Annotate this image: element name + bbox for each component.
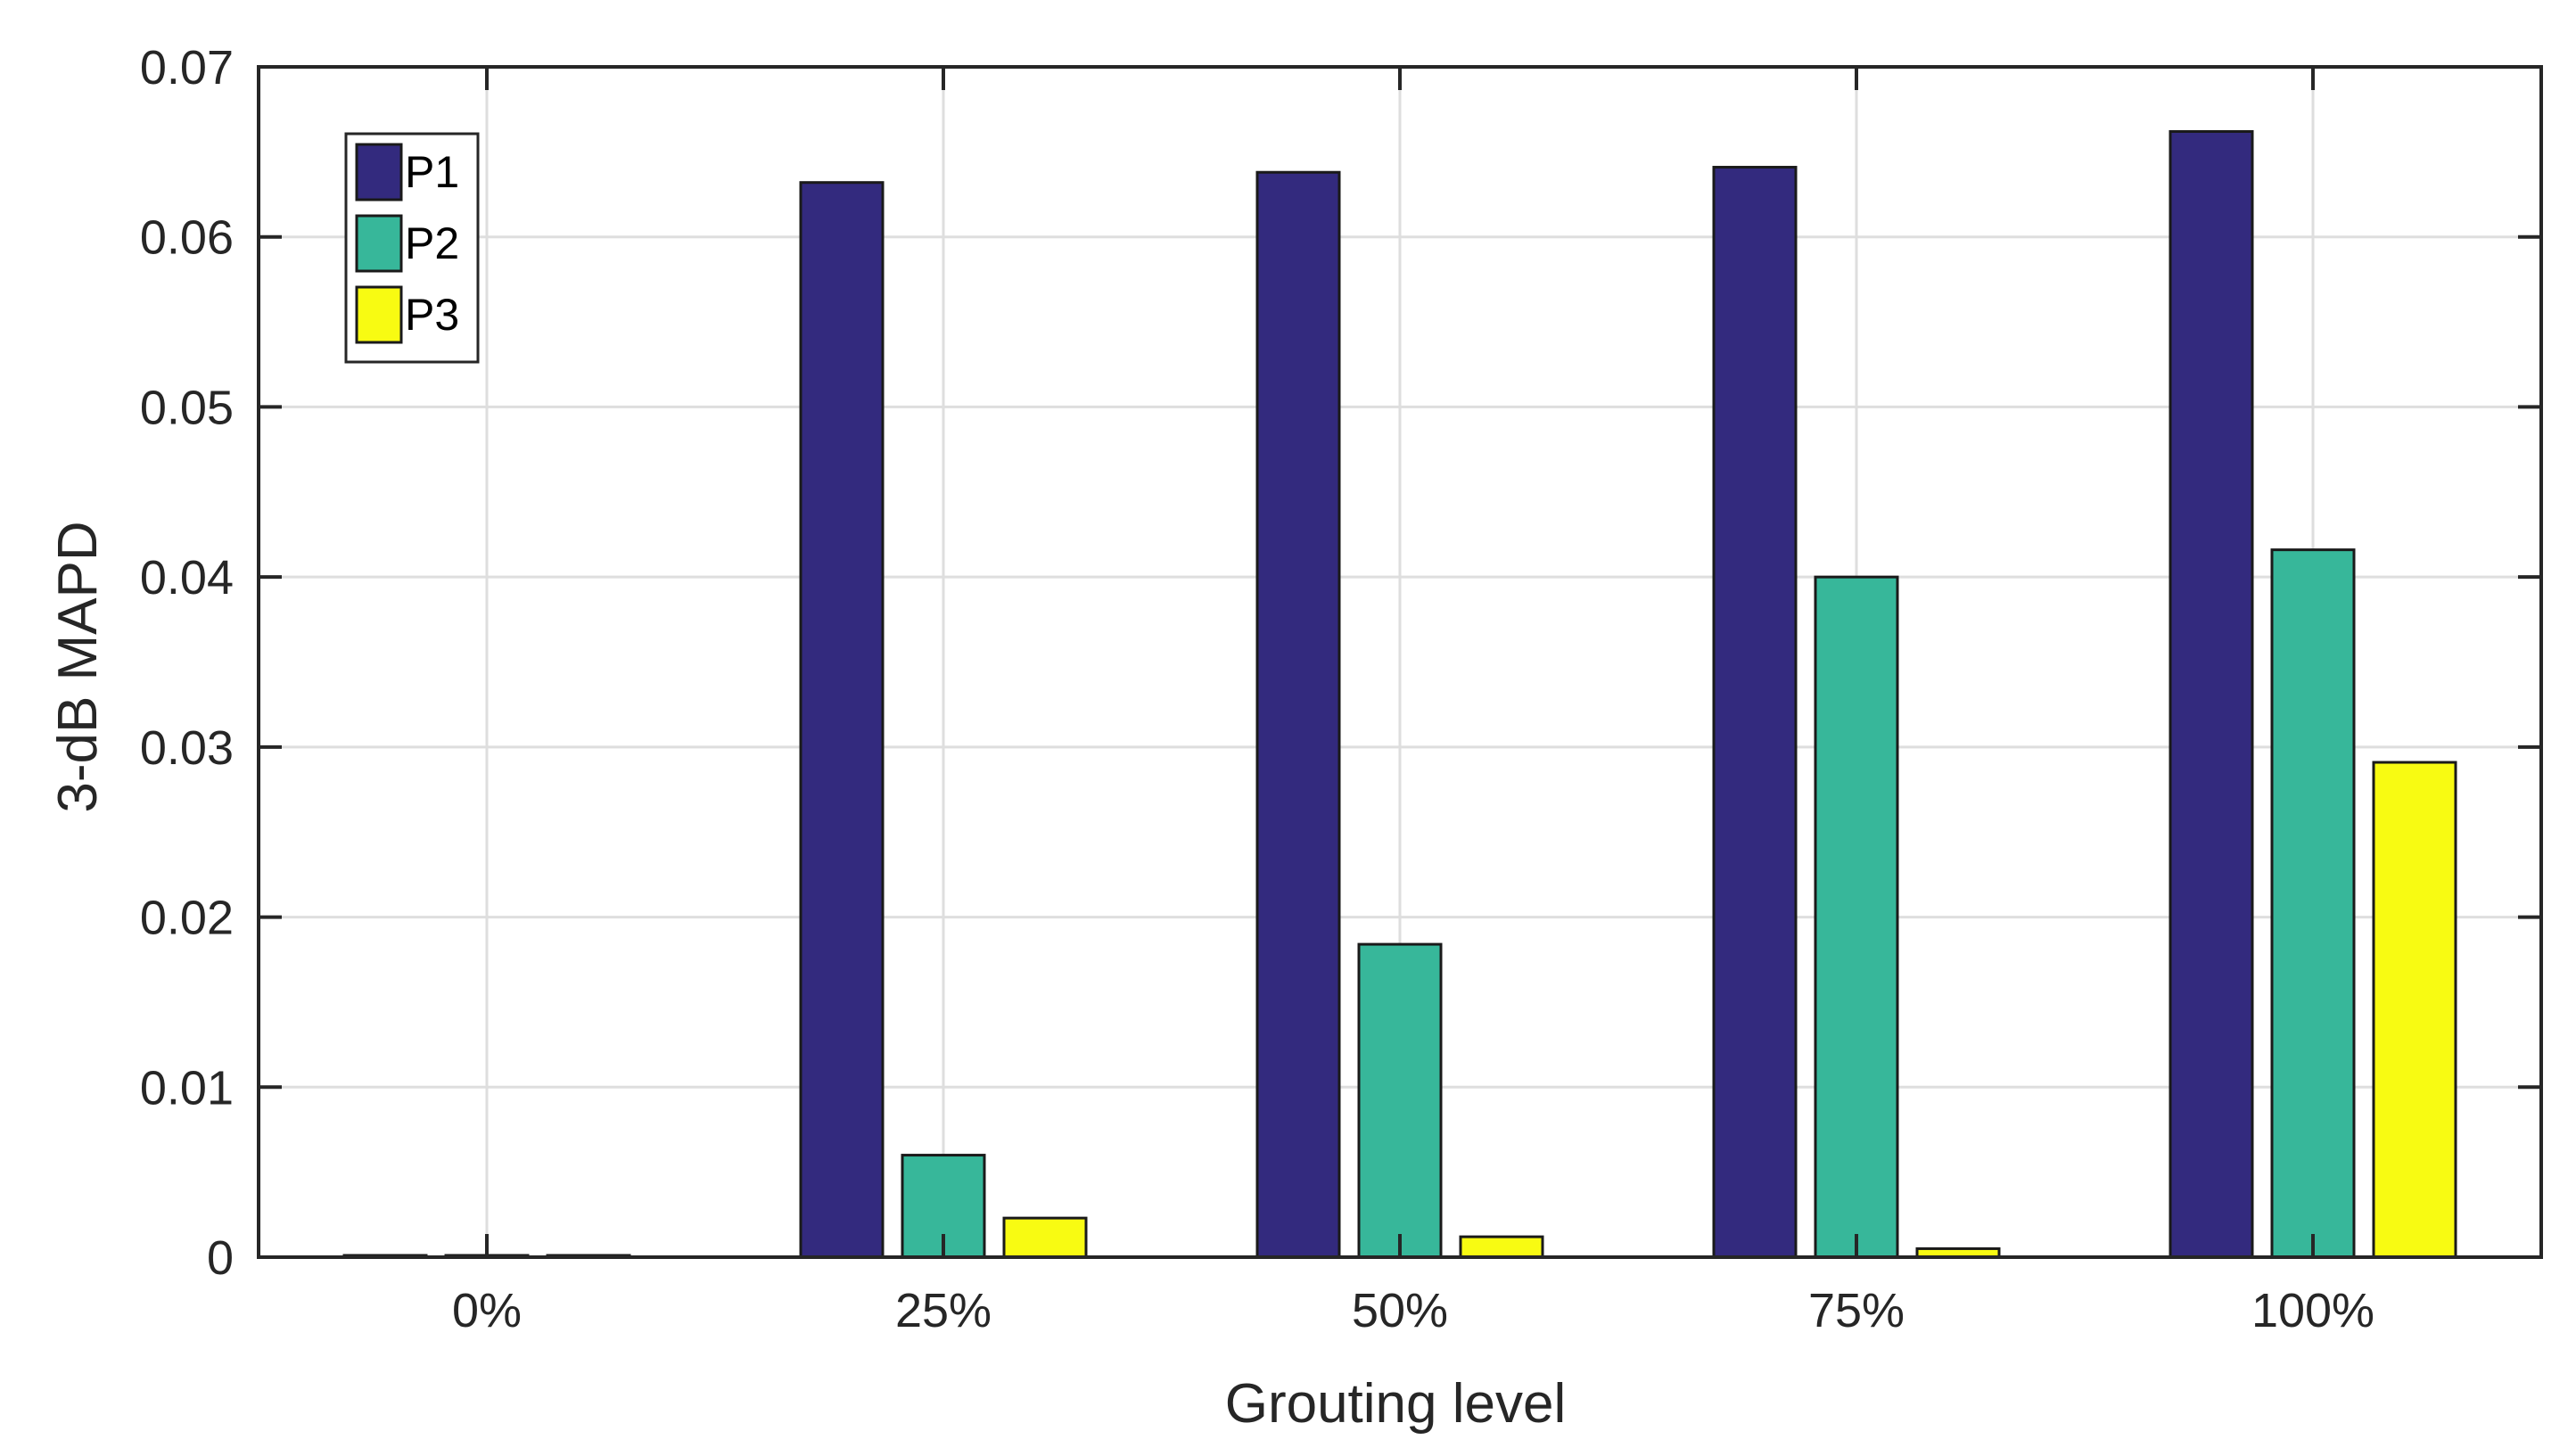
y-tick-label: 0.06 — [140, 211, 234, 265]
bar-p2-75pct — [1814, 575, 1899, 1259]
bar-p1-100pct — [2169, 129, 2254, 1259]
bar-p1-75pct — [1712, 166, 1798, 1259]
legend-swatch-p3 — [355, 285, 403, 344]
y-axis-title: 3-dB MAPD — [47, 521, 109, 812]
bar-p2-50pct — [1357, 942, 1443, 1259]
x-tick-label: 100% — [2251, 1284, 2374, 1337]
y-tick-label: 0 — [207, 1231, 234, 1285]
y-tick-label: 0.07 — [140, 41, 234, 95]
y-tick-label: 0.03 — [140, 721, 234, 775]
axis-ticks — [259, 65, 2541, 1259]
y-tick-label: 0.02 — [140, 892, 234, 945]
bar-p1-25pct — [799, 181, 885, 1259]
x-tick-label: 75% — [1808, 1284, 1905, 1337]
bar-p3-25pct — [1002, 1216, 1088, 1259]
y-tick-label: 0.01 — [140, 1061, 234, 1115]
y-tick-label: 0.05 — [140, 381, 234, 434]
bar-p1-50pct — [1255, 170, 1341, 1259]
bar-p2-100pct — [2270, 548, 2356, 1259]
legend: P1 P2 P3 — [344, 132, 480, 364]
x-tick-label: 50% — [1352, 1284, 1448, 1337]
legend-swatch-p2 — [355, 214, 403, 273]
legend-swatch-p1 — [355, 143, 403, 202]
legend-label-p1: P1 — [405, 147, 459, 197]
y-tick-label: 0.04 — [140, 551, 234, 605]
bar-p3-50pct — [1459, 1235, 1544, 1259]
bar-p3-100pct — [2372, 761, 2457, 1259]
legend-label-p3: P3 — [405, 290, 459, 340]
x-axis-title: Grouting level — [1225, 1373, 1567, 1435]
legend-label-p2: P2 — [405, 218, 459, 268]
x-tick-label: 25% — [895, 1284, 992, 1337]
bars — [342, 129, 2457, 1259]
x-tick-label: 0% — [452, 1284, 522, 1337]
tick-labels: 0 0.01 0.02 0.03 0.04 0.05 0.06 0.07 0% 25% 50% 75%… — [140, 41, 2374, 1337]
